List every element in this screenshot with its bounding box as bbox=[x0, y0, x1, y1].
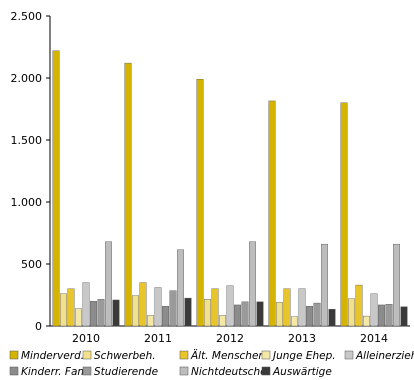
legend-swatch bbox=[261, 350, 271, 360]
bar-2010-1 bbox=[60, 293, 68, 327]
bar-2011-1 bbox=[131, 295, 139, 327]
legend-swatch bbox=[179, 350, 189, 360]
y-tick-label: 1.000 bbox=[11, 196, 43, 209]
bar-2012-7 bbox=[248, 241, 256, 327]
bar-2011-6 bbox=[169, 290, 177, 327]
bar-2010-4 bbox=[82, 282, 90, 327]
legend-swatch bbox=[261, 366, 271, 376]
y-tick-label: 2.500 bbox=[11, 10, 43, 23]
bar-2013-2 bbox=[283, 288, 291, 327]
y-axis-ticks: 0 500 1.000 1.500 2.000 2.500 bbox=[11, 10, 50, 333]
legend-label: Ält. Menschen bbox=[190, 349, 265, 362]
bar-2010-8 bbox=[112, 299, 120, 327]
bar-2014-2 bbox=[355, 284, 363, 327]
bar-2013-4 bbox=[298, 288, 306, 327]
y-tick-label: 500 bbox=[21, 258, 42, 271]
bar-2010-7 bbox=[104, 241, 112, 327]
y-tick-label: 2.000 bbox=[11, 72, 43, 85]
bar-2011-7 bbox=[176, 249, 184, 327]
bar-2011-8 bbox=[184, 297, 192, 327]
x-category-label: 2013 bbox=[288, 332, 316, 345]
bar-2014-7 bbox=[393, 243, 401, 327]
bar-2013-7 bbox=[321, 243, 329, 327]
x-axis-labels: 2010 2011 2012 2013 2014 bbox=[72, 332, 388, 345]
bar-2013-0 bbox=[268, 100, 276, 327]
bar-2013-5 bbox=[306, 305, 314, 327]
bar-2014-5 bbox=[378, 304, 386, 327]
legend-swatch bbox=[82, 366, 92, 376]
legend-label: Minderverd. bbox=[21, 350, 84, 362]
bar-2011-3 bbox=[146, 315, 154, 327]
legend-swatch bbox=[344, 350, 354, 360]
bar-2010-3 bbox=[74, 308, 82, 327]
legend-label: Nichtdeutsche bbox=[191, 366, 267, 378]
bar-2010-5 bbox=[89, 301, 97, 327]
bar-2012-4 bbox=[226, 285, 234, 327]
bar-2012-6 bbox=[241, 301, 249, 327]
legend-swatch bbox=[9, 366, 19, 376]
legend-swatch bbox=[9, 350, 19, 360]
bar-2014-3 bbox=[363, 315, 371, 327]
x-category-label: 2012 bbox=[216, 332, 244, 345]
bar-2014-6 bbox=[385, 304, 393, 327]
bar-2010-2 bbox=[67, 288, 75, 327]
bar-2013-8 bbox=[328, 309, 336, 327]
bar-2012-0 bbox=[196, 79, 204, 327]
legend-swatch bbox=[179, 366, 189, 376]
bar-2013-3 bbox=[291, 316, 299, 327]
bar-2010-0 bbox=[52, 50, 60, 327]
bar-2011-5 bbox=[161, 305, 169, 327]
legend-label: Schwerbeh. bbox=[94, 350, 156, 362]
bar-2011-2 bbox=[139, 282, 147, 327]
bar-2014-1 bbox=[348, 298, 356, 327]
bar-2012-1 bbox=[203, 299, 211, 327]
legend-label: Auswärtige bbox=[272, 366, 332, 378]
bar-2013-6 bbox=[313, 302, 321, 327]
bar-2013-1 bbox=[276, 302, 284, 327]
legend-label: Junge Ehep. bbox=[271, 350, 336, 362]
legend-swatch bbox=[82, 350, 92, 360]
bars bbox=[52, 50, 408, 327]
x-category-label: 2014 bbox=[360, 332, 388, 345]
legend-label: Alleinerzieh bbox=[355, 350, 414, 362]
x-category-label: 2010 bbox=[72, 332, 100, 345]
bar-2014-0 bbox=[340, 102, 348, 327]
bar-2012-3 bbox=[218, 315, 226, 327]
legend-label: Studierende bbox=[94, 366, 158, 378]
legend-label: Kinderr. Fam. bbox=[21, 366, 91, 378]
bar-2014-8 bbox=[400, 306, 408, 327]
y-tick-label: 0 bbox=[35, 320, 42, 333]
axes bbox=[49, 16, 410, 327]
x-category-label: 2011 bbox=[144, 332, 172, 345]
bar-2011-0 bbox=[124, 62, 132, 327]
bar-2011-4 bbox=[154, 287, 162, 327]
bar-2012-5 bbox=[233, 304, 241, 327]
legend: Minderverd. Schwerbeh. Ält. Menschen Junge … bbox=[9, 349, 414, 378]
bar-2014-4 bbox=[370, 293, 378, 327]
y-tick-label: 1.500 bbox=[11, 134, 43, 147]
bar-2012-8 bbox=[256, 301, 264, 327]
bar-2010-6 bbox=[97, 299, 105, 327]
bar-2012-2 bbox=[211, 288, 219, 327]
